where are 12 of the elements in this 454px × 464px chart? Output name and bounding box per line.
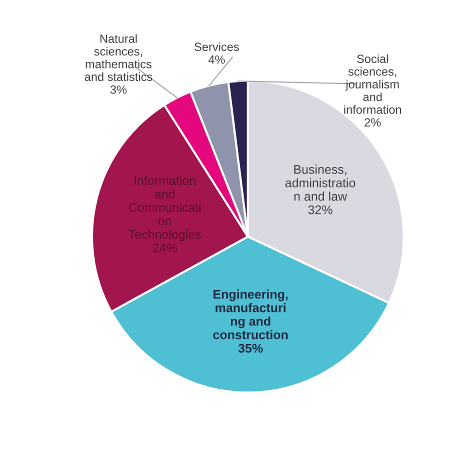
slice-label: Natural sciences, mathematics and statistics xyxy=(84,34,152,82)
slice-label: Business, administratio n and law xyxy=(285,164,356,201)
slice-label: Information and Communicati on Technologies xyxy=(128,176,201,242)
slice-label: Services xyxy=(194,42,239,52)
slice-label: Social sciences, journalism and information xyxy=(344,54,402,114)
data-label: 4% xyxy=(208,55,225,64)
data-label: 2% xyxy=(364,118,381,127)
data-label: 32% xyxy=(308,205,332,214)
data-label: 3% xyxy=(110,85,127,94)
slice-label: Engineering, manufacturi ng and construction xyxy=(213,290,288,340)
data-label: 35% xyxy=(238,344,263,353)
data-label: 24% xyxy=(152,243,177,252)
